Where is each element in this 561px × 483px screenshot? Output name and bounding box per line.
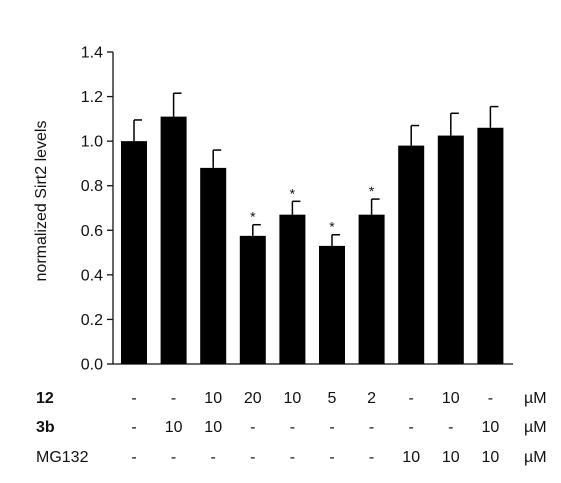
condition-value: - — [131, 390, 136, 407]
condition-value: - — [171, 449, 176, 466]
condition-value: 5 — [328, 390, 337, 407]
condition-unit: µM — [524, 390, 547, 407]
condition-value: 10 — [402, 449, 420, 466]
condition-value: - — [250, 419, 255, 436]
bar — [477, 127, 504, 365]
bar — [200, 167, 227, 364]
y-tick-label: 1.0 — [81, 134, 103, 151]
bar — [121, 141, 147, 364]
condition-table: 12 - - 10 20 10 5 2 - 10 - µM 3b - 10 10 - - - - - - 10 µM MG132… — [36, 390, 547, 466]
condition-value: - — [409, 419, 414, 436]
condition-value: - — [131, 419, 136, 436]
condition-value: 10 — [284, 390, 302, 407]
significance-mark: * — [290, 185, 296, 201]
y-tick-label: 0.6 — [81, 223, 103, 240]
condition-value: 10 — [165, 419, 183, 436]
significance-mark: * — [369, 183, 375, 199]
bar — [437, 135, 464, 364]
condition-row-label: MG132 — [36, 449, 89, 466]
condition-row-label: 12 — [36, 390, 54, 407]
y-tick-label: 1.2 — [81, 89, 103, 106]
condition-value: 10 — [204, 390, 222, 407]
condition-value: 2 — [367, 390, 376, 407]
condition-value: 10 — [482, 449, 500, 466]
condition-row-label: 3b — [36, 419, 55, 436]
bar — [358, 214, 385, 364]
y-tick-label: 0.8 — [81, 178, 103, 195]
bar — [239, 235, 266, 364]
condition-value: - — [369, 449, 374, 466]
condition-value: - — [290, 419, 295, 436]
condition-value: - — [329, 449, 334, 466]
condition-value: - — [211, 449, 216, 466]
condition-value: - — [131, 449, 136, 466]
y-tick-label: 1.4 — [81, 45, 103, 62]
bar — [398, 145, 425, 364]
condition-value: - — [409, 390, 414, 407]
significance-mark: * — [329, 219, 335, 235]
bar — [319, 245, 345, 364]
condition-value: - — [290, 449, 295, 466]
bar — [160, 116, 187, 364]
y-tick-label: 0.0 — [81, 357, 103, 374]
significance-mark: * — [250, 209, 256, 225]
condition-value: - — [329, 419, 334, 436]
condition-value: 10 — [442, 390, 460, 407]
condition-unit: µM — [524, 449, 547, 466]
condition-value: - — [488, 390, 493, 407]
bars: * * * * — [121, 92, 504, 365]
y-axis-label: normalized Sirt2 levels — [33, 121, 50, 282]
condition-unit: µM — [524, 419, 547, 436]
bar — [279, 214, 306, 364]
condition-value: 10 — [204, 419, 222, 436]
condition-value: 10 — [442, 449, 460, 466]
y-tick-label: 0.4 — [81, 267, 103, 284]
condition-value: - — [171, 390, 176, 407]
condition-value: 20 — [244, 390, 262, 407]
condition-value: 10 — [482, 419, 500, 436]
condition-value: - — [448, 419, 453, 436]
y-tick-label: 0.2 — [81, 312, 103, 329]
condition-value: - — [250, 449, 255, 466]
condition-value: - — [369, 419, 374, 436]
